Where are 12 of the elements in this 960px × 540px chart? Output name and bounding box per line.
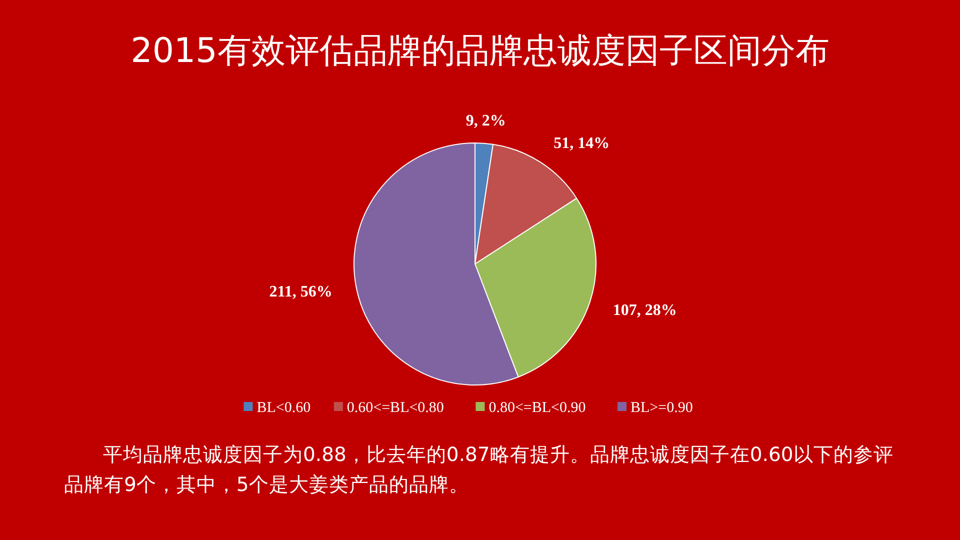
- data-label: 211, 56%: [269, 283, 332, 300]
- legend-label: BL>=0.90: [630, 400, 693, 416]
- chart-title: 2015有效评估品牌的品牌忠诚度因子区间分布: [130, 31, 830, 71]
- pie-slice: [354, 142, 519, 386]
- data-label: 51, 14%: [554, 135, 610, 152]
- pie-slice: [474, 198, 596, 378]
- legend-label: 0.80<=BL<0.90: [488, 400, 586, 416]
- data-label: 107, 28%: [612, 302, 677, 320]
- data-label: 9, 2%: [466, 112, 506, 130]
- legend-label: BL<0.60: [256, 400, 311, 416]
- legend-label: 0.60<=BL<0.80: [346, 400, 444, 416]
- text: 平均品牌忠诚度因子为0.88，比去年的0.87略有提升。品牌忠诚度因子在0.60以下的参评品牌有9个，其中，5个是大姜类产品的品牌。: [64, 442, 894, 498]
